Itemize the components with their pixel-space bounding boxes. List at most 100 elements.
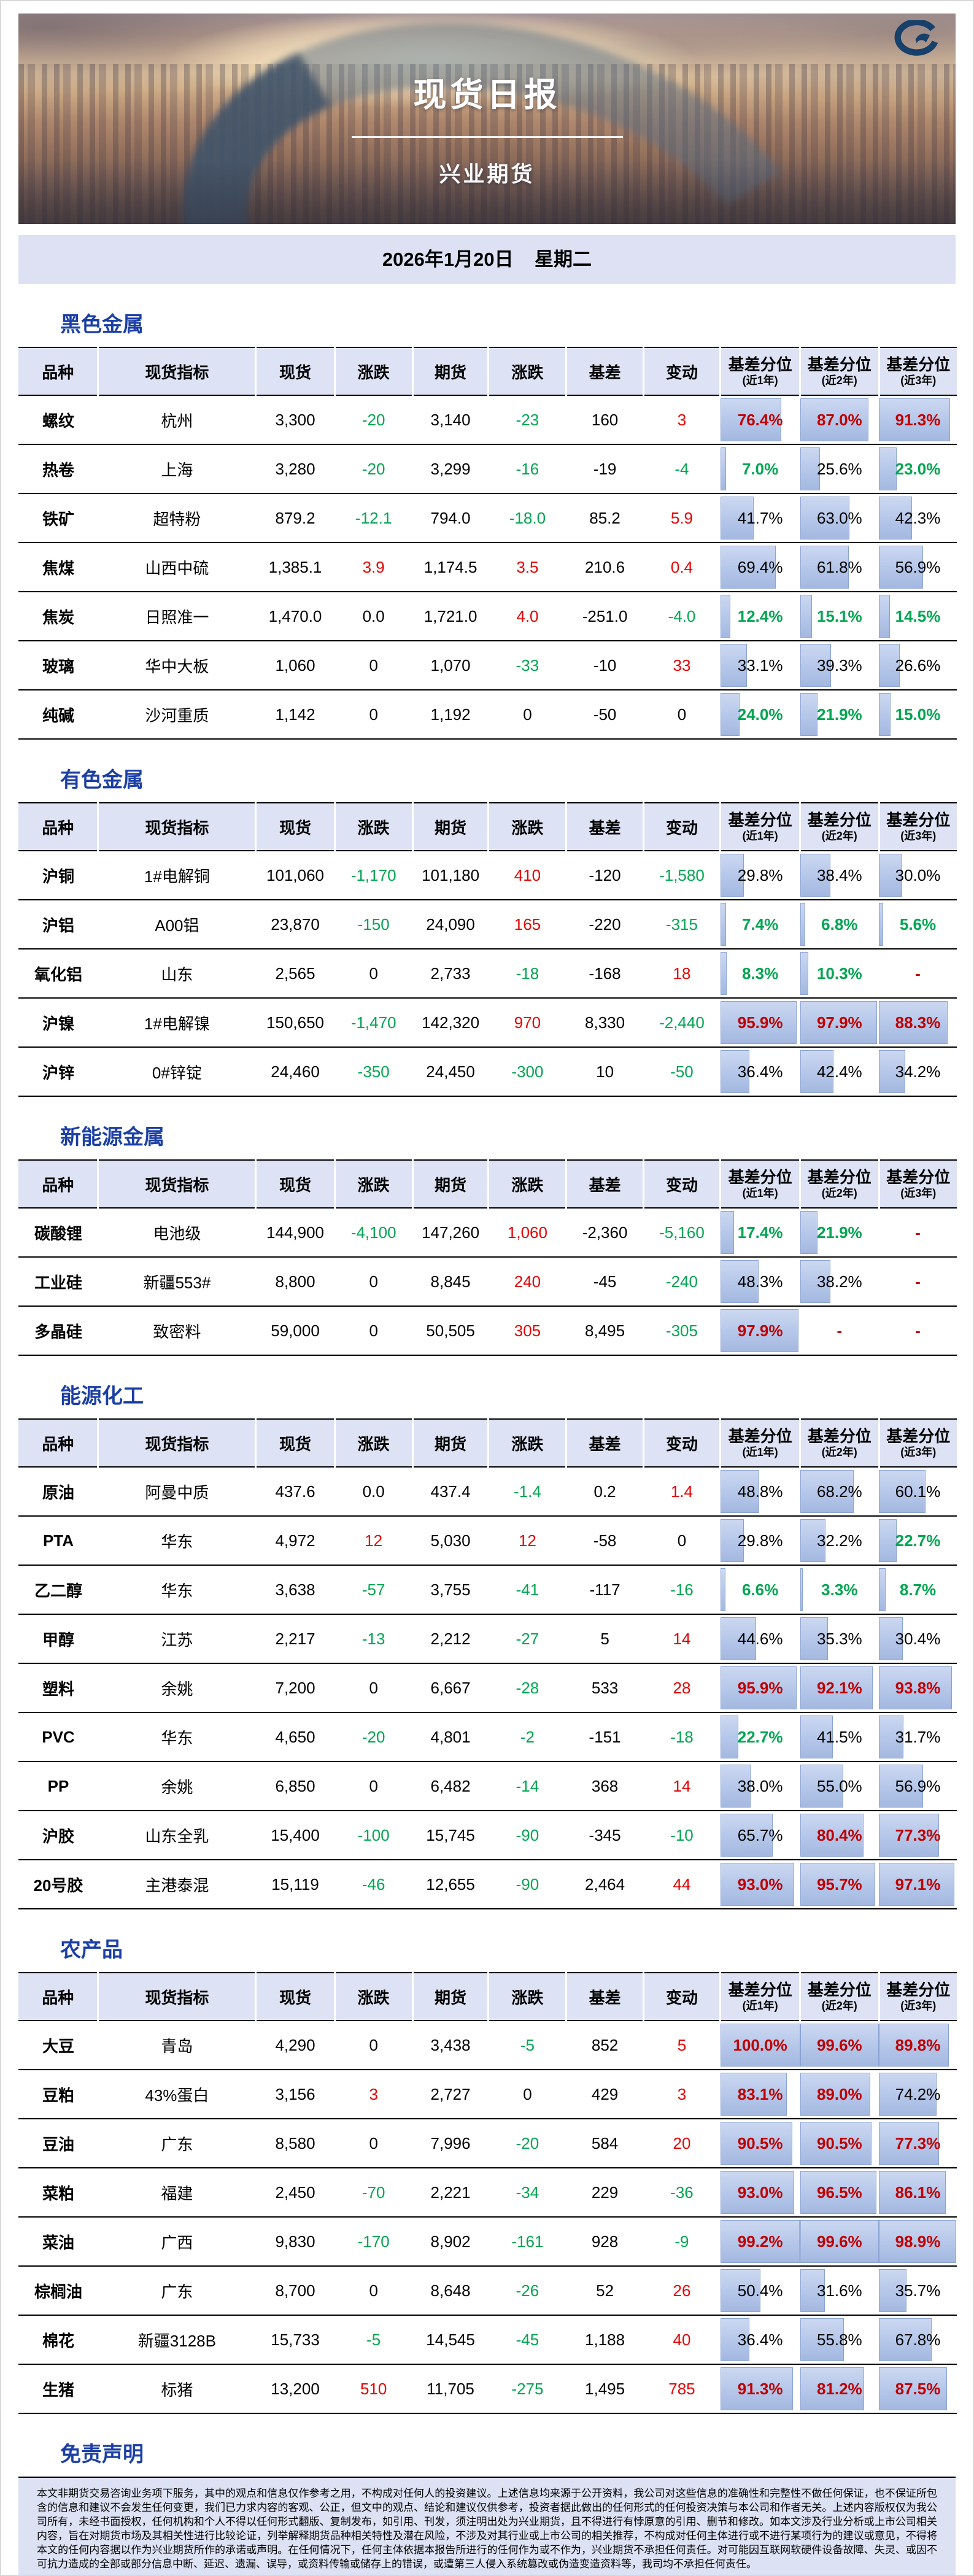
cell-basis-change: -240	[643, 1257, 721, 1307]
cell-indicator: 江苏	[98, 1614, 256, 1664]
cell-name: 生猪	[18, 2364, 98, 2414]
cell-percentile-2: 34.2%	[879, 1047, 957, 1097]
cell-futures-change: 12	[488, 1516, 566, 1566]
cell-spot: 3,156	[255, 2070, 335, 2119]
percentile-data-bar	[800, 1568, 803, 1611]
percentile-data-bar	[800, 2318, 845, 2361]
cell-percentile-0: 44.6%	[720, 1614, 800, 1664]
cell-indicator: 杭州	[98, 395, 256, 445]
cell-indicator: 致密料	[98, 1306, 256, 1356]
cell-name: 20号胶	[18, 1860, 98, 1909]
percentile-value: 36.4%	[737, 2330, 783, 2349]
percentile-value: 74.2%	[895, 2084, 941, 2103]
cell-basis-change: 14	[643, 1762, 721, 1811]
cell-spot-change: 0	[334, 1306, 413, 1356]
percentile-value: 77.3%	[895, 1825, 941, 1844]
cell-percentile-0: 7.0%	[720, 444, 800, 494]
table-row-3-8: 20号胶 主港泰混 15,119 -46 12,655 -90 2,464 44 93.0% 95…	[18, 1860, 957, 1909]
table-row-3-2: 乙二醇 华东 3,638 -57 3,755 -41 -117 -16 6.6% 3.3% 8.7%	[18, 1565, 957, 1615]
percentile-data-bar	[720, 1050, 749, 1093]
cell-spot-change: 3.9	[334, 543, 413, 592]
percentile-data-bar	[800, 1001, 878, 1044]
percentile-value: 98.9%	[895, 2232, 941, 2251]
percentile-data-bar	[800, 546, 849, 589]
col-header-2: 现货	[255, 1972, 335, 2021]
cell-spot: 1,385.1	[255, 543, 335, 592]
percentile-data-bar	[720, 1863, 795, 1906]
percentile-value: -	[915, 1223, 921, 1242]
cell-percentile-1: 39.3%	[800, 641, 879, 690]
cell-percentile-1: 95.7%	[800, 1860, 879, 1909]
cell-futures: 1,721.0	[412, 592, 489, 641]
percentile-data-bar	[800, 2367, 864, 2410]
cell-basis: -151	[566, 1712, 644, 1762]
percentile-value: 15.1%	[816, 606, 862, 625]
cell-percentile-1: 81.2%	[800, 2364, 879, 2414]
percentile-label: 基差分位	[886, 1981, 951, 1999]
cell-futures: 12,655	[412, 1860, 489, 1909]
cell-percentile-0: 90.5%	[720, 2119, 800, 2168]
cell-percentile-1: 42.4%	[800, 1047, 879, 1097]
cell-futures-change: -23	[488, 395, 566, 445]
cell-basis: 160	[566, 395, 644, 445]
col-header-1: 现货指标	[97, 1159, 256, 1209]
cell-percentile-1: 87.0%	[800, 395, 879, 445]
cell-basis-change: -5,160	[643, 1208, 721, 1258]
cell-basis: -19	[566, 444, 644, 494]
cell-indicator: 主港泰混	[98, 1860, 256, 1909]
table-row-0-1: 热卷 上海 3,280 -20 3,299 -16 -19 -4 7.0% 25.6% 23.0%	[18, 444, 957, 494]
percentile-data-bar	[879, 1001, 948, 1044]
percentile-data-bar	[800, 2122, 872, 2165]
table-row-3-3: 甲醇 江苏 2,217 -13 2,212 -27 5 14 44.6% 35.3% 30.4%	[18, 1614, 957, 1664]
percentile-value: -	[837, 1321, 843, 1340]
cell-indicator: 阿曼中质	[98, 1467, 256, 1517]
cell-futures: 794.0	[412, 493, 489, 543]
percentile-value: 38.4%	[816, 865, 862, 884]
cell-spot-change: -4,100	[334, 1208, 413, 1258]
table-row-3-5: PVC 华东 4,650 -20 4,801 -2 -151 -18 22.7% 41.5% 31.…	[18, 1712, 957, 1762]
cell-basis-change: 785	[643, 2364, 721, 2414]
percentile-value: 42.4%	[816, 1062, 862, 1081]
percentile-value: 30.0%	[895, 865, 941, 884]
cell-futures-change: 1,060	[488, 1208, 566, 1258]
percentile-data-bar	[800, 1863, 876, 1906]
cell-percentile-2: -	[879, 1208, 957, 1258]
percentile-value: 33.1%	[737, 656, 783, 675]
percentile-value: 41.5%	[816, 1727, 862, 1746]
commodity-table-2: 品种 现货指标 现货 涨跌 期货 涨跌 基差 变动 基差分位 (近1年) 基差分位 (近2年) 基差分位…	[18, 1159, 957, 1356]
cell-indicator: 电池级	[98, 1208, 256, 1258]
table-row-4-1: 豆粕 43%蛋白 3,156 3 2,727 0 429 3 83.1% 89.0% 74.2%	[18, 2070, 957, 2119]
cell-percentile-2: -	[879, 949, 957, 999]
cell-basis: -251.0	[566, 592, 644, 641]
percentile-value: 96.5%	[816, 2183, 862, 2202]
cell-spot: 7,200	[255, 1663, 335, 1713]
cell-spot-change: -20	[334, 395, 413, 445]
cell-percentile-0: 76.4%	[720, 395, 800, 445]
cell-basis: 2,464	[566, 1860, 644, 1909]
cell-percentile-0: 99.2%	[720, 2217, 800, 2267]
cell-futures: 3,299	[412, 444, 489, 494]
percentile-value: 22.7%	[737, 1727, 783, 1746]
percentile-data-bar	[879, 595, 891, 638]
percentile-data-bar	[720, 1568, 726, 1611]
cell-percentile-1: 99.6%	[800, 2021, 879, 2070]
percentile-value: 21.9%	[816, 1223, 862, 1242]
cell-basis: -117	[566, 1565, 644, 1615]
cell-basis-change: 5	[643, 2021, 721, 2070]
cell-basis-change: 3	[643, 2070, 721, 2119]
percentile-data-bar	[879, 2269, 907, 2312]
cell-spot-change: -20	[334, 1712, 413, 1762]
percentile-data-bar	[879, 693, 891, 736]
cell-futures-change: 970	[488, 998, 566, 1048]
percentile-value: 8.7%	[899, 1580, 937, 1599]
col-header-7: 变动	[642, 1418, 721, 1468]
cell-spot: 13,200	[255, 2364, 335, 2414]
cell-name: 螺纹	[18, 395, 98, 445]
percentile-data-bar	[800, 1765, 844, 1808]
percentile-value: 88.3%	[895, 1013, 941, 1032]
cell-spot: 15,733	[255, 2315, 335, 2365]
cell-basis: -2,360	[566, 1208, 644, 1258]
percentile-data-bar	[879, 497, 912, 540]
percentile-value: 87.0%	[816, 410, 862, 429]
percentile-value: 15.0%	[895, 705, 941, 724]
